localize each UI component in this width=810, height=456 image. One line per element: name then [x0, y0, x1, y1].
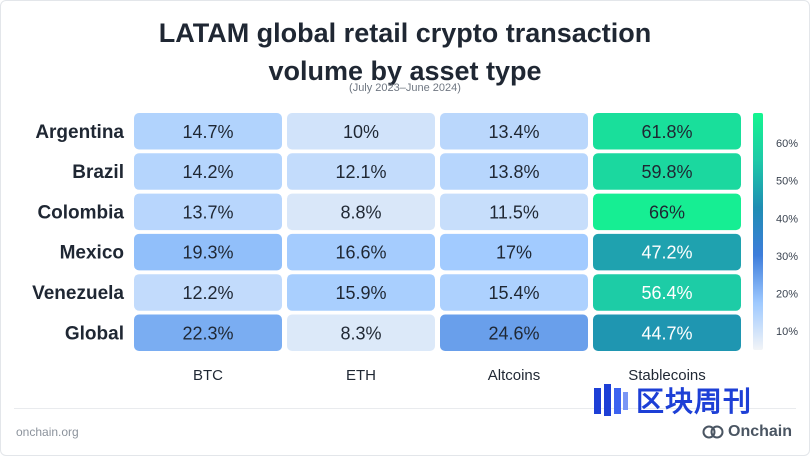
cell-value-label: 10%	[343, 122, 379, 142]
column-label: ETH	[346, 367, 376, 384]
column-label: BTC	[193, 367, 223, 384]
heatmap-cell	[593, 113, 741, 150]
chart-title: LATAM global retail crypto transaction v…	[0, 14, 810, 90]
column-label: Altcoins	[488, 367, 541, 384]
watermark-text: 区块周刊	[636, 385, 753, 418]
row-label: Venezuela	[32, 283, 124, 304]
chart-title-line-1: LATAM global retail crypto transaction	[158, 18, 652, 48]
source-label: onchain.org	[16, 425, 79, 439]
cell-value-label: 12.1%	[335, 162, 386, 182]
heatmap-cell	[134, 193, 282, 231]
chart-subtitle: (July 2023–June 2024)	[349, 82, 461, 94]
cell-value-label: 14.2%	[182, 162, 233, 182]
colorbar-tick-label: 10%	[776, 326, 798, 338]
watermark: 区块周刊	[592, 380, 752, 420]
heatmap-cell	[287, 153, 435, 190]
cell-value-label: 15.9%	[335, 283, 386, 303]
onchain-logo-icon	[702, 425, 724, 439]
colorbar	[753, 113, 763, 350]
heatmap-cell	[440, 193, 588, 231]
heatmap-cell	[440, 153, 588, 190]
cell-value-label: 8.3%	[340, 323, 381, 343]
brand-logo: Onchain	[702, 422, 792, 442]
row-label: Brazil	[72, 162, 124, 183]
footer-divider	[14, 408, 796, 409]
heatmap-cell	[287, 233, 435, 271]
row-label: Global	[65, 323, 124, 344]
cell-value-label: 59.8%	[641, 162, 692, 182]
cell-value-label: 56.4%	[641, 283, 692, 303]
cell-value-label: 61.8%	[641, 122, 692, 142]
heatmap-cell	[134, 314, 282, 351]
heatmap-cell	[593, 233, 741, 271]
heatmap-cell	[287, 314, 435, 351]
colorbar-tick-label: 20%	[776, 289, 798, 301]
cell-value-label: 17%	[496, 243, 532, 263]
cell-value-label: 19.3%	[182, 243, 233, 263]
colorbar-tick-label: 30%	[776, 251, 798, 263]
heatmap-cell	[287, 113, 435, 150]
heatmap-cell	[287, 274, 435, 311]
cell-value-label: 12.2%	[182, 283, 233, 303]
cell-value-label: 11.5%	[489, 202, 539, 222]
brand-name: Onchain	[728, 423, 793, 440]
colorbar-tick-label: 60%	[776, 138, 798, 150]
cell-value-label: 16.6%	[335, 243, 386, 263]
heatmap-cell	[440, 314, 588, 351]
cell-value-label: 13.7%	[182, 202, 233, 222]
row-label: Mexico	[60, 243, 124, 264]
heatmap-cell	[593, 153, 741, 190]
heatmap-cell	[440, 113, 588, 150]
cell-value-label: 13.4%	[488, 122, 539, 142]
column-label: Stablecoins	[628, 367, 706, 384]
cell-value-label: 22.3%	[182, 323, 233, 343]
heatmap-cell	[134, 274, 282, 311]
heatmap-cell	[440, 233, 588, 271]
cell-value-label: 47.2%	[641, 243, 692, 263]
heatmap-cell	[134, 113, 282, 150]
cell-value-label: 66%	[649, 202, 685, 222]
row-label: Argentina	[35, 122, 124, 143]
row-label: Colombia	[37, 202, 124, 223]
heatmap-cell	[134, 233, 282, 271]
cell-value-label: 24.6%	[488, 323, 539, 343]
heatmap-cell	[440, 274, 588, 311]
colorbar-tick-label: 50%	[776, 176, 798, 188]
cell-value-label: 15.4%	[488, 283, 539, 303]
cell-value-label: 44.7%	[641, 323, 692, 343]
heatmap-cell	[593, 314, 741, 351]
heatmap-cell	[593, 193, 741, 231]
cell-value-label: 8.8%	[340, 202, 381, 222]
watermark-logo-icon	[594, 384, 628, 416]
colorbar-tick-label: 40%	[776, 213, 798, 225]
cell-value-label: 14.7%	[182, 122, 233, 142]
heatmap-cell	[593, 274, 741, 311]
cell-value-label: 13.8%	[488, 162, 539, 182]
heatmap-cell	[134, 153, 282, 190]
heatmap-cell	[287, 193, 435, 231]
chart-title-line-2: volume by asset type	[268, 56, 542, 86]
